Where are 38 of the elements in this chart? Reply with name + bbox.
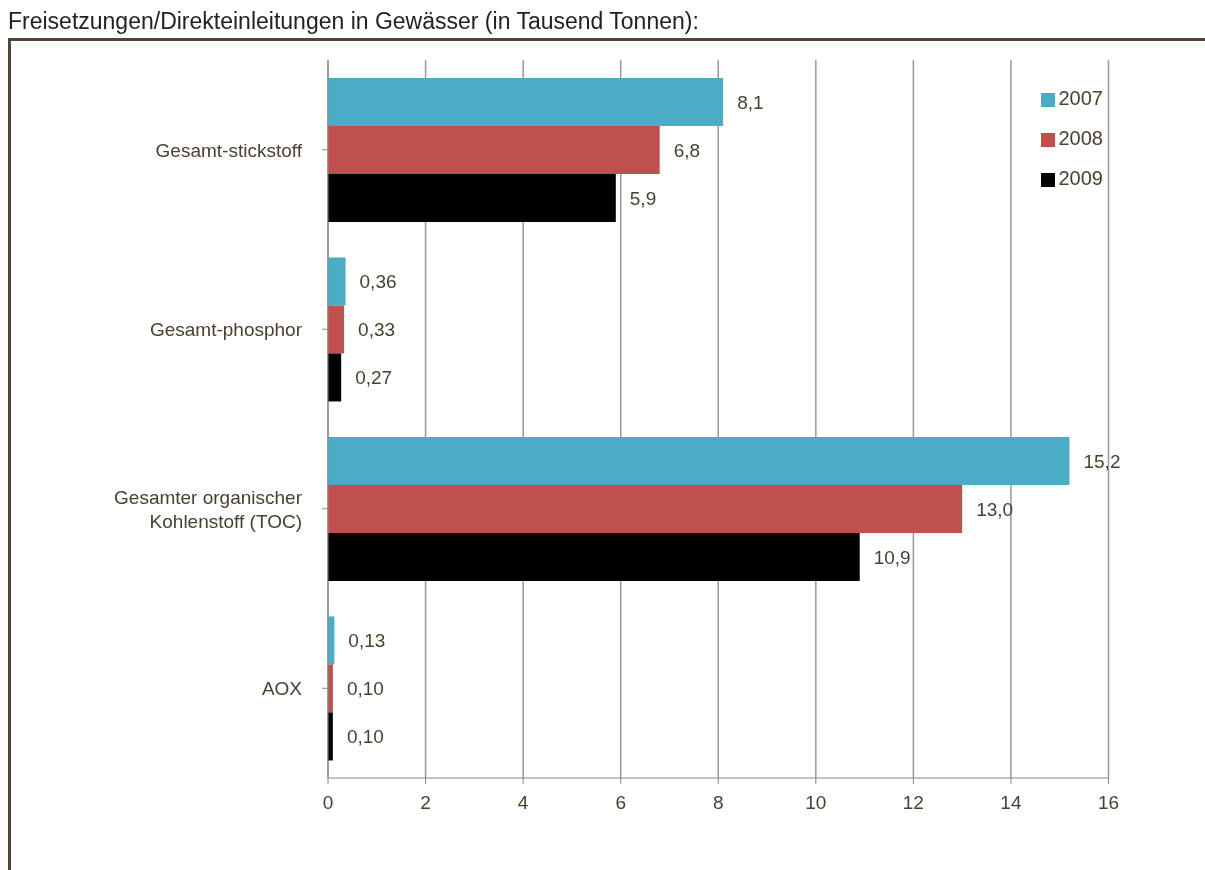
x-tick-label: 14	[1000, 792, 1022, 814]
y-tick-label: AOX	[261, 678, 303, 700]
legend-label: 2008	[1058, 127, 1103, 149]
bar	[328, 77, 724, 126]
data-label: 0,27	[355, 367, 393, 389]
bar	[328, 305, 345, 354]
data-label: 0,33	[358, 319, 396, 341]
data-label: 0,10	[346, 726, 384, 748]
bar	[328, 353, 342, 402]
x-tick-label: 10	[805, 792, 827, 814]
chart-title: Freisetzungen/Direkteinleitungen in Gewässer (in Tausend Tonnen):	[8, 8, 699, 35]
x-tick-label: 6	[615, 792, 626, 814]
data-label: 10,9	[873, 546, 911, 568]
x-tick-label: 2	[420, 792, 431, 814]
data-label: 8,1	[737, 91, 764, 113]
x-tick-label: 12	[902, 792, 924, 814]
legend-label: 2009	[1058, 167, 1103, 189]
data-label: 5,9	[629, 187, 657, 209]
x-tick-label: 16	[1097, 792, 1120, 814]
data-label: 0,36	[359, 271, 397, 293]
bar	[328, 257, 346, 306]
legend-label: 2007	[1058, 87, 1103, 109]
bar	[328, 125, 660, 174]
data-label: 15,2	[1083, 450, 1121, 472]
x-tick-label: 8	[712, 792, 724, 814]
bar	[328, 532, 860, 581]
data-label: 13,0	[976, 498, 1014, 520]
bar	[328, 436, 1070, 485]
x-tick-label: 4	[517, 792, 529, 814]
bar	[328, 484, 963, 533]
y-tick-label: Gesamt-phosphor	[149, 319, 303, 341]
data-label: 0,13	[348, 630, 386, 652]
y-tick-label: Gesamt-stickstoff	[155, 139, 303, 161]
bar	[328, 173, 616, 222]
data-label: 6,8	[673, 139, 701, 161]
y-tick-label: Gesamter organischer Kohlenstoff (TOC)	[114, 486, 303, 532]
x-tick-label: 0	[322, 792, 334, 814]
data-label: 0,10	[346, 678, 384, 700]
